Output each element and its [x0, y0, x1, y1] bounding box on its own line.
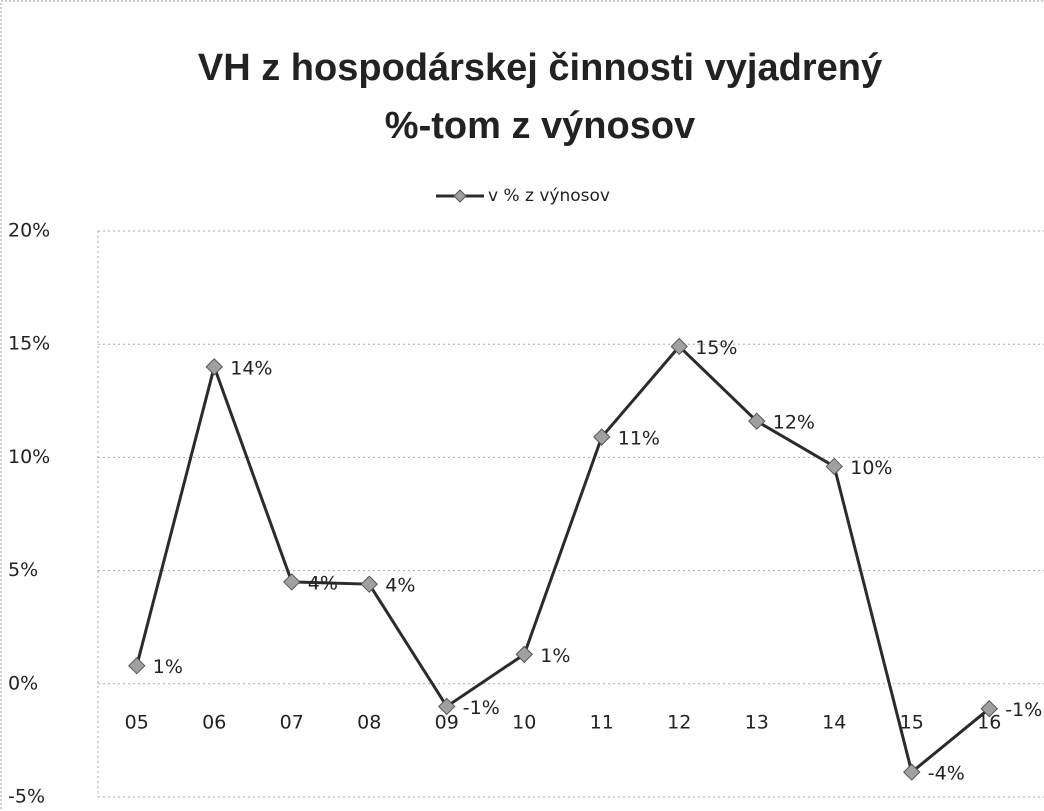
data-label: 4%: [385, 575, 415, 597]
x-tick-label: 07: [280, 711, 304, 733]
marker: [515, 645, 533, 664]
data-label: 4%: [308, 572, 338, 594]
marker: [360, 575, 378, 593]
legend-label: v % z výnosov: [488, 186, 610, 206]
marker: [825, 457, 843, 476]
marker: [438, 697, 456, 716]
series-line: [135, 344, 991, 775]
data-label: -4%: [928, 763, 965, 785]
data-label: 14%: [230, 357, 272, 379]
x-tick-label: 16: [977, 711, 1001, 733]
y-tick-label: 0%: [8, 672, 38, 694]
marker: [980, 699, 998, 718]
chart-title: %-tom z výnosov: [385, 105, 695, 147]
x-tick-label: 10: [512, 711, 536, 733]
marker: [593, 428, 611, 446]
x-tick-label: 05: [125, 711, 149, 733]
marker: [128, 656, 146, 675]
y-tick-label: 15%: [8, 333, 50, 355]
marker: [903, 763, 921, 781]
data-label: 1%: [153, 656, 183, 678]
data-label: 11%: [618, 428, 660, 450]
marker: [670, 337, 688, 356]
data-label: 15%: [695, 337, 737, 359]
x-tick-label: 06: [202, 711, 226, 733]
data-label: -1%: [463, 697, 500, 719]
x-tick-label: 13: [745, 711, 769, 733]
x-tick-label: 14: [822, 711, 846, 733]
y-tick-label: 20%: [8, 220, 50, 242]
y-tick-label: -5%: [8, 786, 45, 808]
x-tick-label: 15: [900, 711, 924, 733]
legend-marker: [453, 189, 467, 203]
marker: [283, 573, 301, 591]
data-label: -1%: [1005, 699, 1042, 721]
x-tick-label: 11: [590, 711, 614, 733]
data-label: 12%: [773, 412, 815, 434]
y-tick-label: 5%: [8, 559, 38, 581]
y-tick-label: 10%: [8, 446, 50, 468]
x-tick-label: 12: [667, 711, 691, 733]
x-tick-label: 09: [435, 711, 459, 733]
marker: [748, 412, 766, 430]
data-label: 10%: [850, 457, 892, 479]
x-tick-label: 08: [357, 711, 381, 733]
marker: [205, 358, 223, 376]
data-label: 1%: [540, 645, 570, 667]
chart-title: VH z hospodárskej činnosti vyjadrený: [198, 47, 882, 89]
